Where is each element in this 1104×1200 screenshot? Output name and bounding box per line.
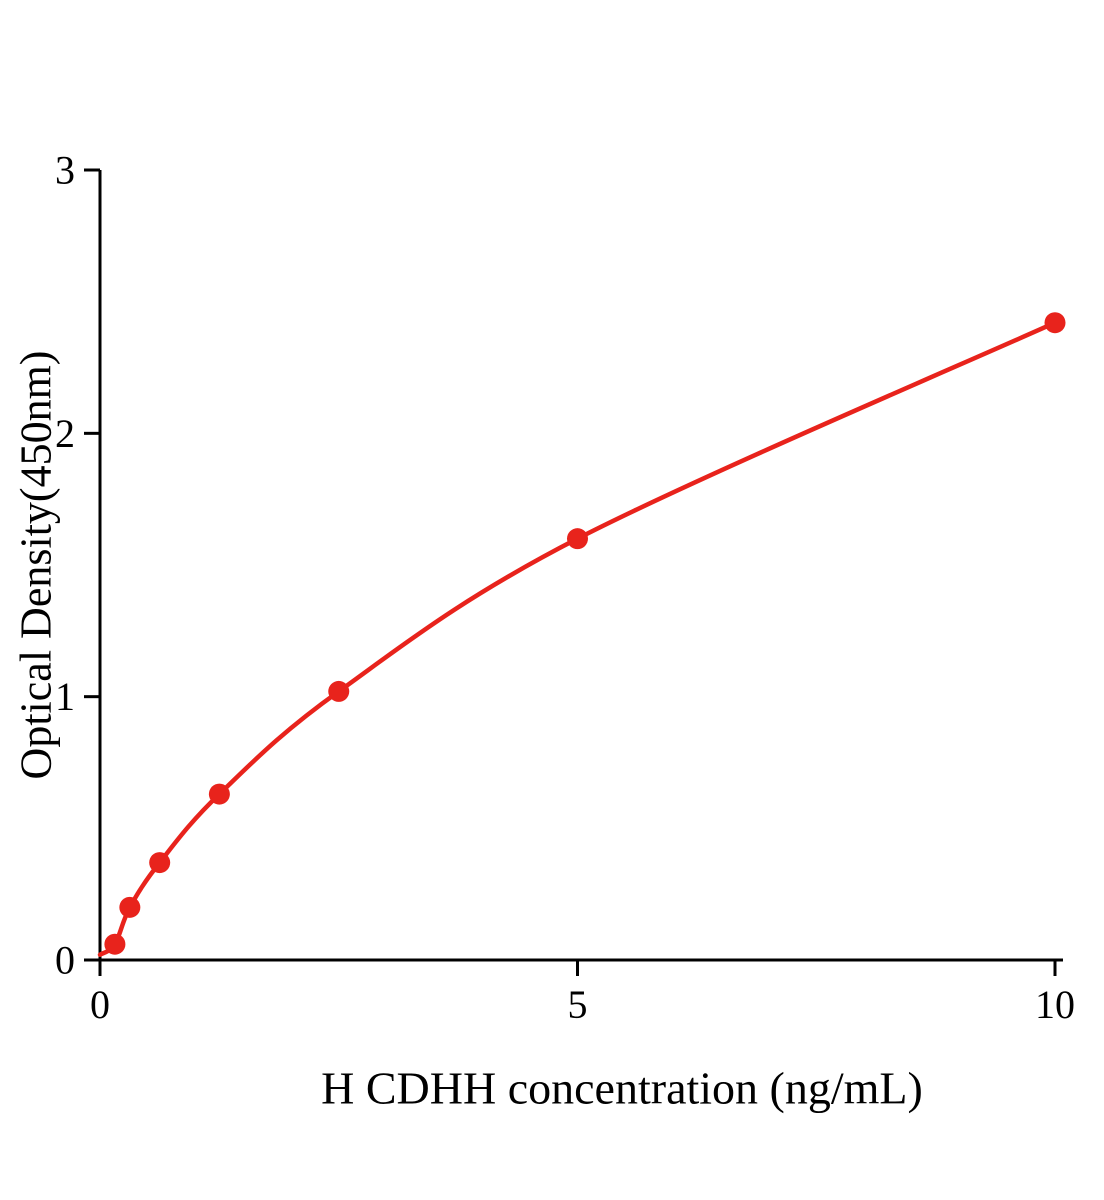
x-axis-label: H CDHH concentration (ng/mL) <box>321 1062 923 1114</box>
data-point <box>208 783 230 805</box>
fit-curve <box>97 320 1058 957</box>
data-point <box>149 852 171 874</box>
data-point <box>328 680 350 702</box>
y-tick-label: 1 <box>55 674 75 719</box>
data-point <box>1044 312 1066 334</box>
x-tick-label: 0 <box>90 982 110 1027</box>
data-point <box>104 933 126 955</box>
x-tick-label: 5 <box>568 982 588 1027</box>
data-point <box>567 528 588 550</box>
y-tick-label: 3 <box>55 148 75 193</box>
data-point <box>119 896 141 918</box>
x-tick-label: 10 <box>1035 982 1075 1027</box>
y-tick-label: 0 <box>55 938 75 983</box>
y-tick-label: 2 <box>55 411 75 456</box>
y-axis-label: Optical Density(450nm) <box>11 350 61 780</box>
